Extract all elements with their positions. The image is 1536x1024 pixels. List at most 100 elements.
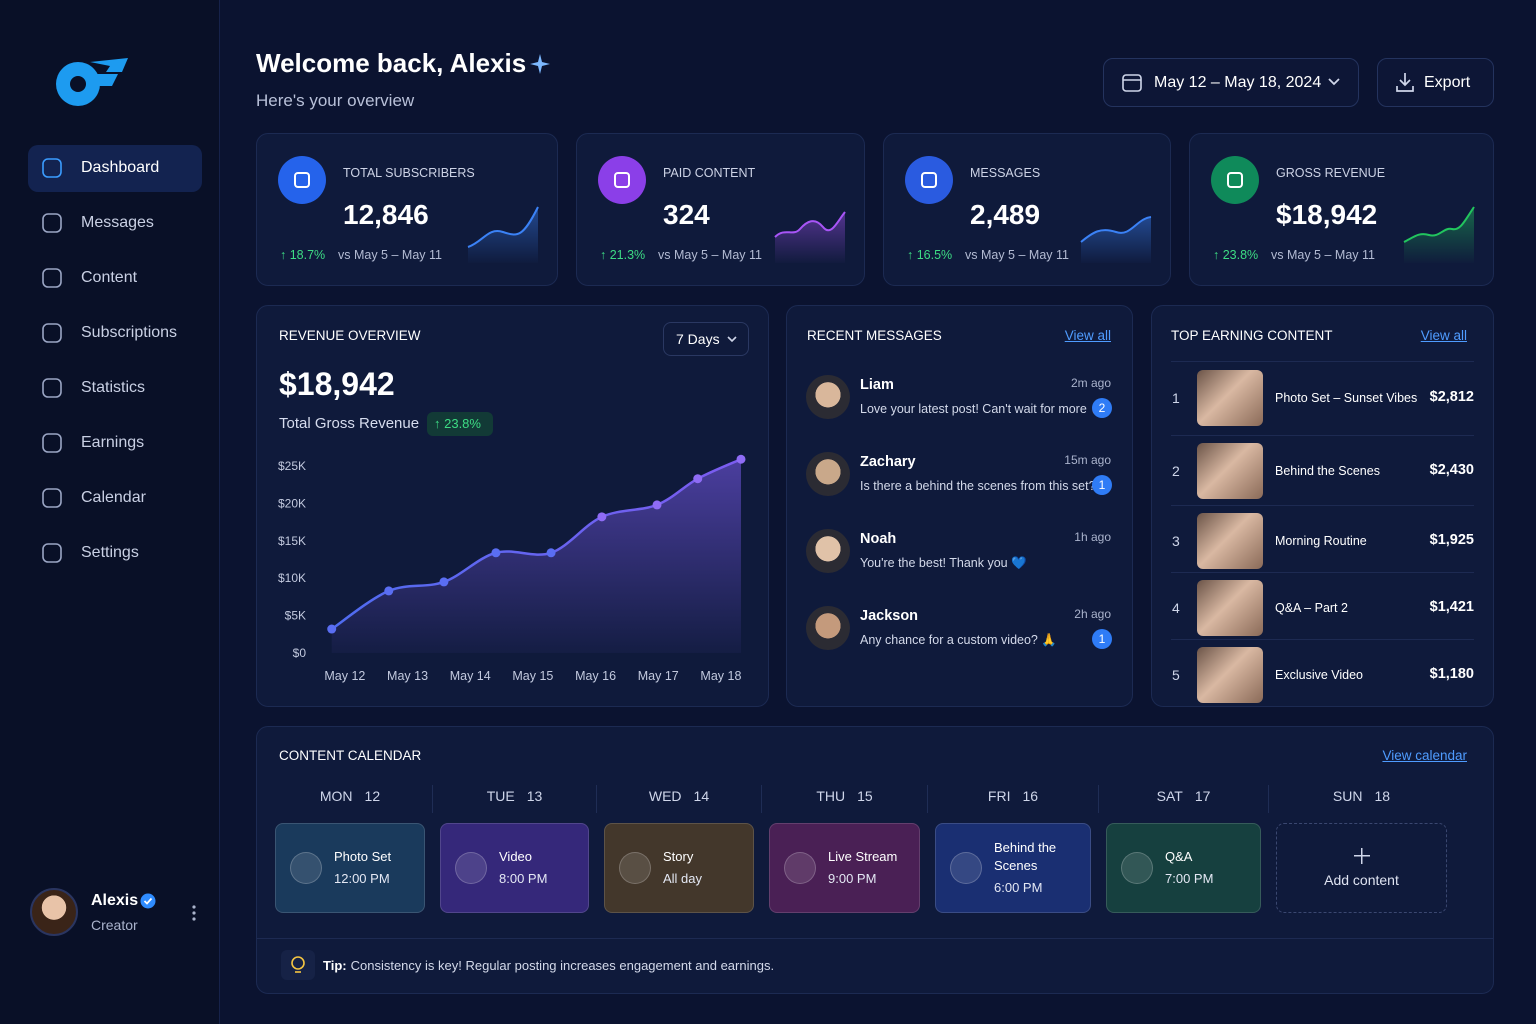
message-avatar [806,375,850,419]
nav-item[interactable]: Calendar [81,489,146,507]
nav-icon[interactable] [40,377,64,399]
date-range-button[interactable] [1103,58,1359,107]
unread-badge: 1 [1092,629,1112,649]
stat-change: ↑ 23.8% [1213,247,1259,262]
content-title: Q&A – Part 2 [1275,600,1348,615]
nav-active [28,145,202,192]
nav-icon[interactable] [40,432,64,454]
nav-icon[interactable] [40,157,64,179]
calendar-event[interactable]: Behind the Scenes 6:00 PM [935,823,1091,913]
user-menu[interactable] [190,904,198,922]
stat-glyph [921,172,937,188]
event-icon [455,852,487,884]
x-tick-label: May 13 [387,669,428,683]
nav-icon[interactable] [40,212,64,234]
range-dropdown[interactable] [663,322,749,356]
message-sender: Liam [860,377,894,394]
x-tick-label: May 18 [700,669,741,683]
day-name: SAT [1156,788,1183,804]
message-preview: You're the best! Thank you 💙 [860,555,1027,570]
content-earnings: $2,430 [1429,462,1474,479]
nav-icon[interactable] [40,267,64,289]
stat-icon [1211,156,1259,204]
day-name: WED [648,788,682,804]
event-icon [1121,852,1153,884]
tip-text: Consistency is key! Regular posting incr… [350,958,775,973]
nav-icon[interactable] [40,487,64,509]
content-rank: 5 [1172,666,1180,683]
view-all-link[interactable]: View all [1064,327,1111,343]
page-title: Welcome back, Alexis [256,48,527,79]
day-name: THU [816,788,846,804]
calendar-event[interactable]: Photo Set 12:00 PM [275,823,425,913]
nav-item[interactable]: Messages [81,214,154,232]
content-earnings: $1,925 [1429,532,1474,549]
stat-icon [598,156,646,204]
content-rank: 1 [1172,389,1180,406]
view-calendar-link[interactable]: View calendar [1382,747,1467,763]
calendar-icon [1122,74,1142,92]
nav-item[interactable]: Dashboard [81,159,160,177]
content-thumbnail [1197,370,1263,426]
stat-glyph [1227,172,1243,188]
chevron [1328,78,1340,86]
event-title: Story [663,849,694,864]
stat-value: 12,846 [343,199,429,231]
content-thumbnail [1197,647,1263,703]
logo[interactable] [52,52,132,112]
nav-item[interactable]: Statistics [81,379,146,397]
event-text: Live Stream 9:00 PM [828,848,909,888]
day-date: 16 [1022,788,1039,804]
x-tick-label: May 15 [512,669,553,683]
message-avatar [806,452,850,496]
calendar-event[interactable]: Live Stream 9:00 PM [769,823,920,913]
message-time: 1h ago [1074,529,1111,544]
message-preview: Any chance for a custom video? 🙏 [860,632,1057,647]
stat-change: ↑ 21.3% [600,247,646,262]
calendar-event[interactable]: Story All day [604,823,754,913]
nav-item[interactable]: Settings [81,544,139,562]
day-date: 13 [526,788,543,804]
event-text: Photo Set 12:00 PM [334,848,414,888]
row-divider [1171,361,1474,362]
day-separator [432,785,433,813]
day-date: 18 [1374,788,1391,804]
day-separator [761,785,762,813]
add-content[interactable]: Add content [1276,823,1447,913]
change-pill [427,412,493,436]
day-separator [1268,785,1269,813]
event-title: Behind the Scenes [994,840,1057,873]
point [491,548,501,558]
point [736,454,746,464]
nav-icon[interactable] [40,322,64,344]
point [384,586,394,596]
calendar-event[interactable]: Video 8:00 PM [440,823,589,913]
stat-glyph [614,172,630,188]
event-icon [290,852,322,884]
x-tick-label: May 12 [324,669,365,683]
stat-change: ↑ 16.5% [907,247,953,262]
y-tick-label: $0 [293,646,307,660]
card-title: RECENT MESSAGES [807,327,942,343]
point [546,548,556,558]
content-thumbnail [1197,443,1263,499]
calendar-event[interactable]: Q&A 7:00 PM [1106,823,1261,913]
nav-item[interactable]: Content [81,269,138,287]
content-title: Morning Routine [1275,533,1367,548]
view-all-link[interactable]: View all [1420,327,1467,343]
nav-item[interactable]: Earnings [81,434,145,452]
event-time: 9:00 PM [828,871,877,886]
event-text: Video 8:00 PM [499,848,578,888]
nav-icon[interactable] [40,542,64,564]
y-tick-label: $10K [278,571,306,585]
content-earnings: $1,421 [1429,599,1474,616]
day-date: 12 [364,788,381,804]
nav-item[interactable]: Subscriptions [81,324,178,342]
divider [257,938,1493,939]
stat-value: $18,942 [1276,199,1378,231]
event-time: 8:00 PM [499,871,548,886]
event-icon [619,852,651,884]
sparkline [1403,206,1475,263]
export-button[interactable] [1377,58,1494,107]
event-title: Live Stream [828,849,898,864]
